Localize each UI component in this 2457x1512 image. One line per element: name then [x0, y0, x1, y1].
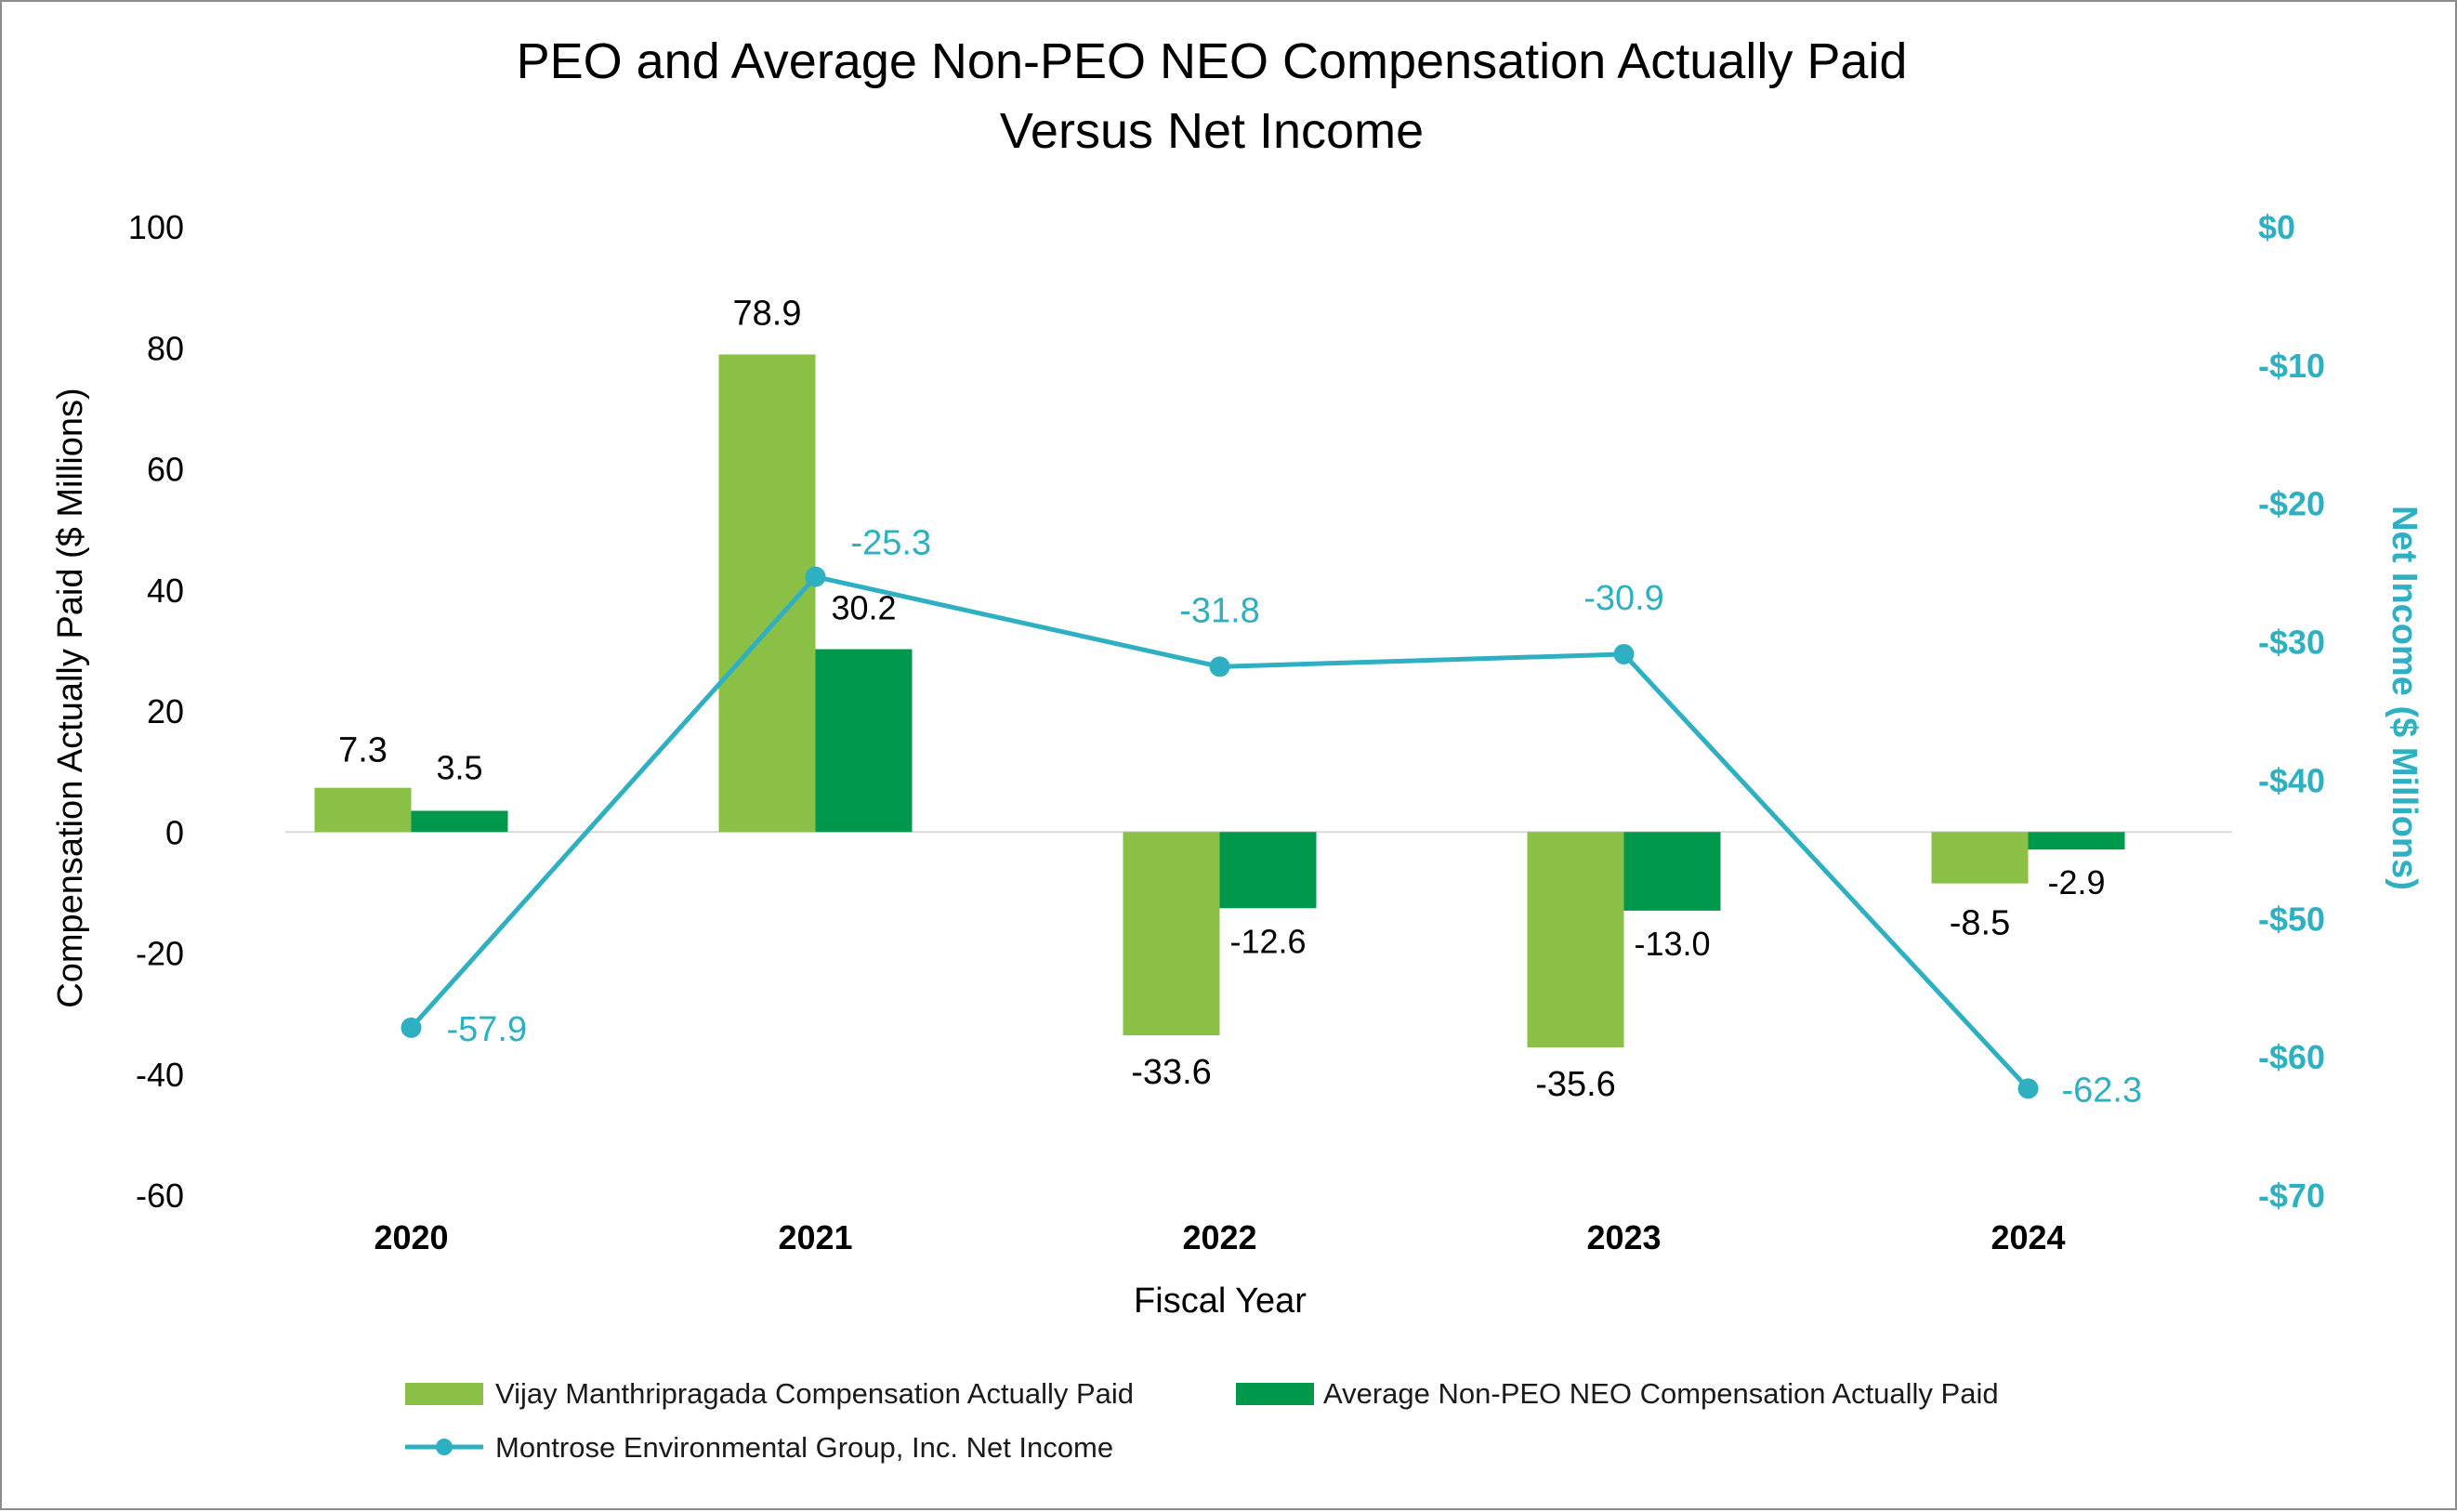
legend-swatch-neo	[1236, 1383, 1314, 1405]
x-tick-label: 2024	[1991, 1218, 2065, 1256]
left-tick-label: 0	[165, 813, 184, 851]
peo-bar-label-2020: 7.3	[338, 731, 388, 770]
right-tick-label: -$40	[2258, 761, 2325, 799]
x-axis: 2020 2021 2022 2023 2024 Fiscal Year	[374, 1218, 2065, 1321]
peo-bar-2020	[314, 787, 412, 833]
net-income-point-2021	[805, 566, 826, 587]
x-tick-label: 2023	[1586, 1218, 1661, 1256]
chart-title: PEO and Average Non-PEO NEO Compensation…	[517, 33, 1908, 159]
left-tick-label: 20	[147, 692, 184, 730]
left-tick-label: -20	[136, 935, 184, 973]
bar-series	[314, 354, 2125, 1048]
left-tick-label: 80	[147, 329, 184, 367]
neo-bar-2022	[1219, 832, 1317, 909]
neo-bar-2023	[1623, 832, 1721, 911]
right-axis: $0 -$10 -$20 -$30 -$40 -$50 -$60 -$70 Net Income…	[2258, 208, 2424, 1215]
peo-bar-label-2023: -35.6	[1535, 1065, 1616, 1104]
neo-bar-label-2020: 3.5	[436, 748, 482, 786]
net-income-point-2023	[1613, 643, 1635, 664]
line-series	[401, 566, 2039, 1099]
peo-bar-2023	[1527, 832, 1624, 1048]
data-labels: 7.3 3.5 78.9 30.2 -33.6 -12.6 -35.6 -13.0 -8.5 -2…	[338, 294, 2142, 1110]
peo-bar-label-2024: -8.5	[1950, 904, 2010, 943]
left-tick-label: -40	[136, 1056, 184, 1094]
left-axis: 100 80 60 40 20 0 -20 -40 -60 Compensation Actual…	[51, 208, 184, 1215]
neo-bar-2024	[2028, 832, 2125, 850]
right-tick-label: -$20	[2258, 485, 2325, 523]
peo-bar-2024	[1931, 832, 2029, 884]
net-income-point-2020	[401, 1017, 422, 1038]
legend-swatch-peo	[405, 1383, 483, 1405]
right-axis-title: Net Income ($ Millions)	[2385, 506, 2424, 890]
legend-label-peo: Vijay Manthripragada Compensation Actual…	[495, 1377, 1134, 1410]
neo-bar-label-2022: -12.6	[1229, 922, 1306, 960]
peo-bar-label-2021: 78.9	[733, 294, 802, 333]
right-tick-label: -$70	[2258, 1177, 2325, 1215]
net-income-point-2024	[2017, 1078, 2039, 1099]
x-tick-label: 2022	[1182, 1218, 1256, 1256]
x-tick-label: 2021	[778, 1218, 852, 1256]
chart-title-line-1: PEO and Average Non-PEO NEO Compensation…	[517, 33, 1908, 89]
net-income-label-2024: -62.3	[2062, 1071, 2143, 1110]
neo-bar-label-2024: -2.9	[2047, 863, 2105, 901]
neo-bar-label-2023: -13.0	[1634, 925, 1710, 963]
x-axis-title: Fiscal Year	[1134, 1282, 1307, 1321]
x-tick-label: 2020	[374, 1218, 448, 1256]
right-tick-label: -$50	[2258, 900, 2325, 938]
neo-bar-2020	[411, 810, 508, 833]
right-tick-label: $0	[2258, 208, 2295, 246]
right-tick-label: -$30	[2258, 624, 2325, 662]
legend: Vijay Manthripragada Compensation Actual…	[405, 1377, 1999, 1464]
left-axis-title: Compensation Actually Paid ($ Millions)	[51, 388, 90, 1007]
neo-bar-2021	[815, 649, 913, 833]
peo-bar-label-2022: -33.6	[1131, 1053, 1212, 1092]
legend-label-neo: Average Non-PEO NEO Compensation Actuall…	[1323, 1377, 1999, 1410]
neo-bar-label-2021: 30.2	[831, 589, 896, 627]
net-income-label-2020: -57.9	[447, 1010, 528, 1049]
net-income-label-2021: -25.3	[851, 524, 932, 563]
legend-swatch-line-marker	[436, 1439, 453, 1455]
right-tick-label: -$60	[2258, 1038, 2325, 1076]
chart-title-line-2: Versus Net Income	[1000, 103, 1424, 159]
net-income-point-2022	[1209, 656, 1230, 677]
left-tick-label: 100	[128, 208, 184, 246]
left-tick-label: 60	[147, 451, 184, 489]
peo-bar-2022	[1123, 832, 1220, 1036]
left-tick-label: 40	[147, 572, 184, 610]
net-income-label-2023: -30.9	[1583, 579, 1664, 618]
legend-label-net-income: Montrose Environmental Group, Inc. Net I…	[495, 1431, 1113, 1464]
left-tick-label: -60	[136, 1177, 184, 1215]
net-income-label-2022: -31.8	[1179, 591, 1260, 630]
right-tick-label: -$10	[2258, 347, 2325, 385]
